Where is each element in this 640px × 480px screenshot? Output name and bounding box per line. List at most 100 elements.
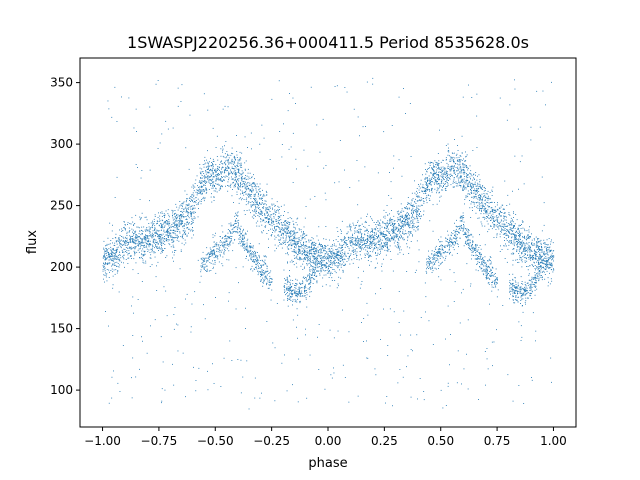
data-point (474, 190, 476, 192)
data-point (105, 253, 107, 255)
data-point (164, 248, 166, 249)
data-point (199, 171, 201, 173)
data-point (203, 196, 205, 198)
data-point (121, 228, 123, 230)
data-point (349, 240, 351, 242)
data-point (456, 170, 457, 172)
data-point (322, 267, 324, 269)
data-point (188, 232, 189, 234)
data-point (546, 262, 548, 263)
data-point (206, 176, 208, 178)
data-point (441, 179, 443, 181)
data-point (185, 204, 187, 206)
data-point (109, 257, 110, 259)
data-point (314, 253, 316, 255)
data-point (278, 215, 280, 217)
data-point (204, 185, 206, 186)
data-point (431, 167, 433, 168)
data-point (331, 273, 333, 274)
data-point (464, 199, 466, 200)
data-point (248, 188, 249, 189)
data-point (461, 180, 463, 182)
data-point (374, 232, 375, 233)
data-point (370, 236, 371, 238)
data-point (190, 201, 191, 202)
data-point (536, 267, 538, 269)
data-point (113, 260, 115, 262)
data-point (289, 236, 291, 238)
data-point (169, 232, 170, 234)
data-point (446, 167, 448, 169)
data-point (400, 231, 401, 233)
data-point (490, 225, 491, 227)
data-point (197, 189, 199, 191)
data-point (194, 207, 196, 209)
data-point (124, 228, 126, 230)
data-point (132, 229, 134, 231)
data-point (210, 176, 212, 177)
data-point (261, 212, 263, 214)
data-point (442, 166, 444, 168)
data-point (541, 247, 542, 248)
data-point (125, 241, 127, 242)
data-point (437, 174, 439, 176)
data-point (302, 250, 304, 252)
data-point (266, 217, 267, 218)
data-point (406, 215, 408, 217)
data-point (105, 245, 106, 247)
data-point (363, 238, 364, 240)
data-point (549, 267, 551, 269)
data-point (255, 206, 256, 208)
data-point (475, 190, 477, 192)
data-point (188, 212, 190, 213)
data-point (261, 211, 263, 212)
data-point (486, 216, 487, 217)
data-point (426, 187, 428, 189)
data-point (468, 186, 470, 187)
data-point (311, 245, 312, 247)
data-point (164, 214, 166, 216)
data-point (203, 189, 205, 191)
data-point (108, 259, 110, 261)
data-point (194, 217, 196, 219)
data-point (165, 210, 167, 212)
data-point (230, 169, 231, 171)
data-point (548, 258, 550, 260)
data-point (420, 200, 421, 202)
data-point (283, 215, 284, 216)
data-point (503, 229, 505, 231)
data-point (445, 145, 447, 146)
data-point (387, 220, 389, 222)
data-point (126, 241, 128, 243)
data-point (391, 221, 393, 223)
data-point (121, 239, 122, 241)
data-point (539, 240, 541, 242)
data-point (506, 216, 507, 218)
data-point (549, 262, 551, 264)
data-point (395, 226, 397, 228)
data-point (118, 241, 120, 242)
data-point (463, 170, 465, 172)
data-point (384, 217, 386, 219)
data-point (134, 254, 136, 256)
data-point (356, 251, 358, 253)
data-point (350, 241, 352, 243)
data-point (111, 248, 113, 250)
data-point (268, 230, 270, 231)
data-point (297, 217, 299, 219)
data-point (237, 188, 239, 190)
data-point (318, 254, 320, 256)
data-point (540, 249, 541, 251)
data-point (289, 238, 291, 240)
data-point (133, 258, 135, 260)
data-point (189, 200, 190, 201)
data-point (550, 269, 552, 270)
data-point (353, 237, 355, 239)
data-point (452, 175, 453, 177)
data-point (359, 251, 361, 252)
data-point (295, 250, 297, 252)
data-point (424, 178, 426, 180)
data-point (311, 243, 312, 245)
data-point (386, 241, 388, 243)
data-point (111, 265, 112, 267)
